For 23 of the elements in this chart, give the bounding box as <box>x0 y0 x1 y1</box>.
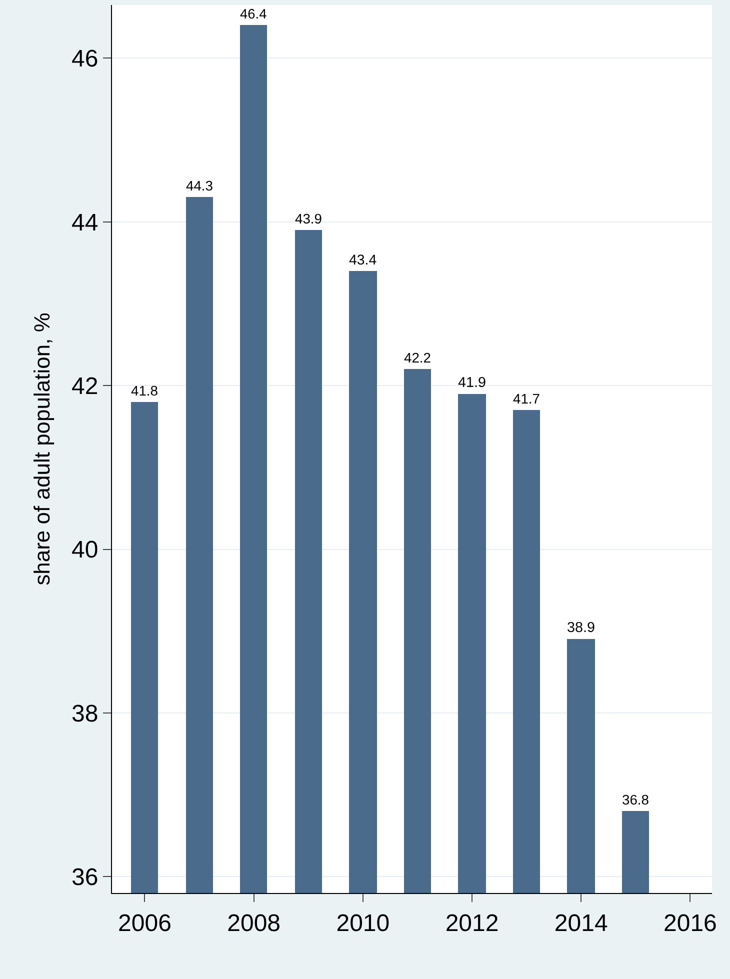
y-tick-label: 42 <box>71 372 98 400</box>
x-tick-label: 2006 <box>118 910 172 937</box>
data-label: 41.9 <box>458 375 486 392</box>
data-label: 44.3 <box>186 177 214 194</box>
data-label: 41.7 <box>513 390 540 406</box>
data-label: 43.9 <box>295 210 322 226</box>
y-tick-label: 46 <box>71 46 98 73</box>
x-tick-label: 2012 <box>445 910 499 937</box>
x-tick-label: 2008 <box>227 910 281 937</box>
data-label: 36.8 <box>622 791 650 808</box>
y-tick-label: 36 <box>71 864 98 892</box>
y-tick-label: 44 <box>71 209 98 236</box>
data-label: 41.8 <box>131 382 158 398</box>
data-label: 46.4 <box>240 6 268 22</box>
data-label: 42.2 <box>404 349 432 366</box>
data-label: 38.9 <box>567 620 595 636</box>
y-tick-label: 40 <box>71 536 98 564</box>
x-tick-label: 2016 <box>663 910 717 937</box>
data-label: 43.4 <box>349 252 377 268</box>
y-axis-title: share of adult population, % <box>29 312 54 586</box>
y-tick-label: 38 <box>71 700 98 728</box>
x-tick-label: 2010 <box>336 910 390 937</box>
x-tick-label: 2014 <box>554 910 608 937</box>
